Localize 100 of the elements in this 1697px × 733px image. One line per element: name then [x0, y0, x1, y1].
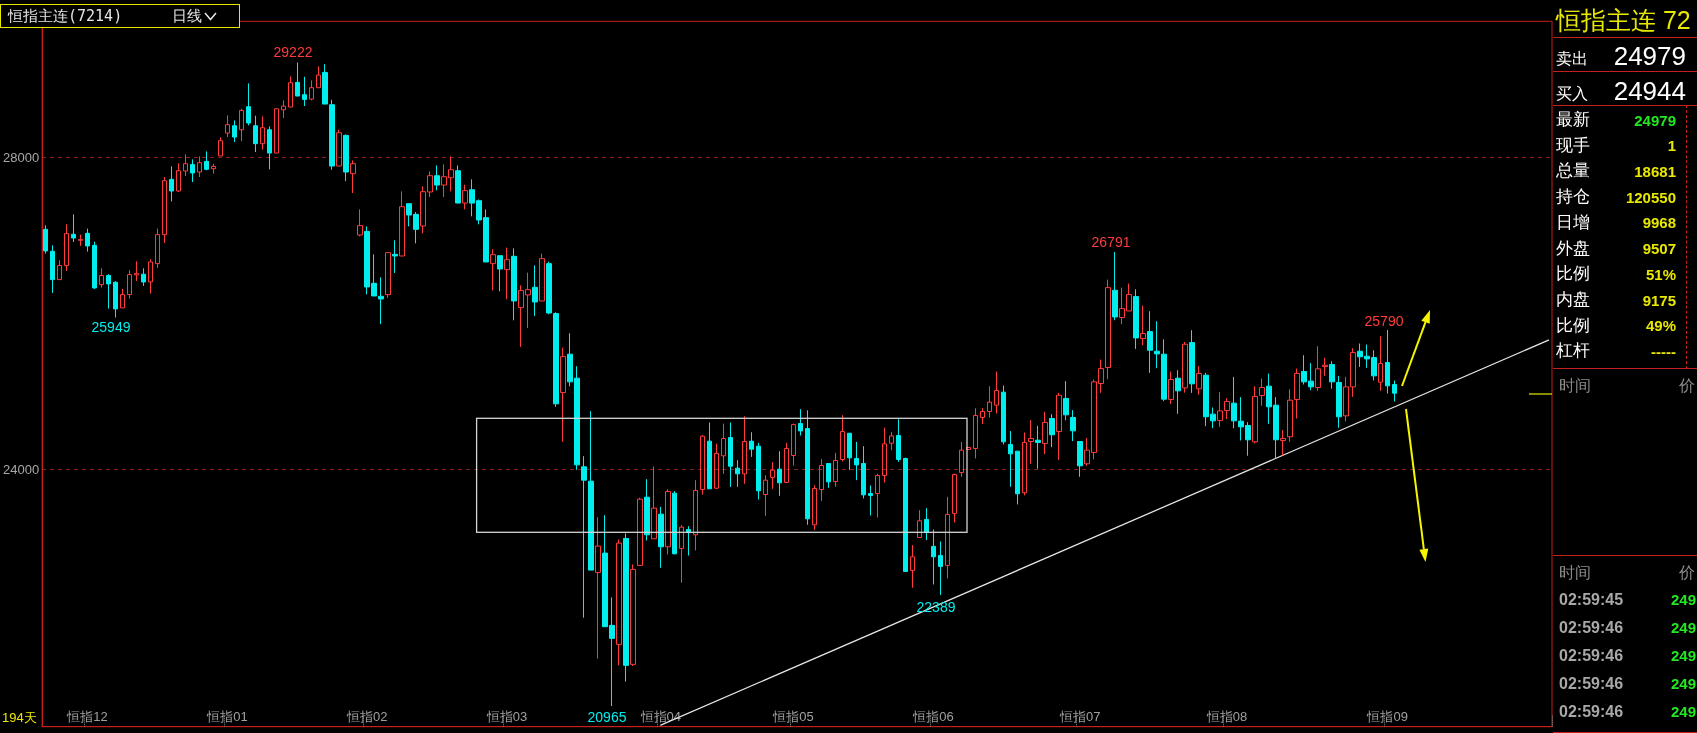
text: 51%: [1645, 265, 1676, 283]
candlestick: [959, 441, 964, 478]
text: 249: [1671, 619, 1697, 637]
text: 9507: [1642, 240, 1676, 258]
text: 1: [1667, 137, 1676, 155]
candlestick: [43, 224, 48, 255]
candlestick: [1056, 392, 1062, 461]
x-tick-label: 恒指01: [206, 708, 248, 724]
text: 9968: [1642, 214, 1676, 232]
candlestick: [1294, 368, 1300, 420]
candlestick: [1140, 305, 1146, 346]
x-tick-label: 恒指02: [345, 708, 388, 724]
candlestick: [120, 288, 125, 309]
candlestick: [1022, 431, 1027, 496]
candlestick: [1105, 279, 1111, 380]
category-label: 02:59:45: [1559, 589, 1624, 610]
candlestick: [343, 133, 349, 182]
candlestick: [1015, 450, 1020, 505]
candlestick: [875, 473, 880, 518]
candlestick: [336, 129, 342, 167]
candlestick: [281, 99, 286, 119]
candlestick: [896, 418, 901, 463]
annotation: 20965: [587, 709, 627, 725]
candlestick: [1035, 425, 1041, 470]
candlestick: [763, 474, 768, 517]
text: 9175: [1642, 291, 1676, 309]
y-tick-label: 24000: [2, 461, 40, 477]
candlestick: [64, 223, 69, 272]
candlestick: [190, 158, 195, 183]
candlestick: [623, 532, 629, 683]
x-tick-label: 恒指06: [912, 708, 954, 724]
candlestick: [141, 267, 146, 287]
y-tick-label: 28000: [2, 150, 40, 166]
candlestick: [1385, 329, 1390, 394]
candlestick: [791, 423, 796, 467]
candlestick: [861, 445, 866, 499]
annotation: 29222: [273, 44, 313, 60]
candlestick: [78, 234, 83, 247]
x-tick-label: 恒指08: [1205, 708, 1248, 724]
candlestick: [1322, 357, 1328, 377]
candlestick: [127, 269, 132, 300]
candlestick: [57, 259, 62, 281]
category-label: 现手: [1556, 134, 1590, 157]
text: 120550: [1625, 188, 1676, 206]
candlestick: [693, 479, 698, 551]
text: 24979: [1613, 40, 1686, 71]
candlestick: [931, 529, 936, 585]
candlestick: [665, 488, 671, 555]
candlestick: [99, 267, 104, 289]
candlestick: [392, 239, 398, 274]
category-label: 买入: [1556, 83, 1588, 104]
candlestick: [176, 162, 181, 193]
candlestick: [1378, 335, 1383, 392]
candlestick: [581, 455, 587, 619]
category-label: 杠杆: [1556, 340, 1590, 363]
candlestick: [532, 264, 538, 317]
candlestick: [183, 153, 188, 177]
category-label: 02:59:46: [1559, 673, 1624, 694]
candlestick: [560, 347, 566, 443]
candlestick: [211, 163, 216, 175]
text: 时间: [1559, 376, 1591, 396]
candlestick: [1049, 413, 1055, 448]
candlestick: [1392, 380, 1397, 403]
candlestick: [735, 459, 740, 488]
candlestick: [672, 490, 677, 555]
candlestick: [113, 280, 118, 319]
candlestick: [1280, 429, 1286, 456]
candlestick: [434, 164, 440, 191]
text: 18681: [1634, 162, 1676, 180]
candlestick: [92, 241, 97, 290]
text: -----: [1651, 342, 1676, 360]
text: 249: [1671, 591, 1697, 609]
category-label: 日增: [1556, 211, 1590, 234]
candlestick: [274, 108, 279, 154]
category-label: 02:59:46: [1559, 645, 1624, 666]
x-tick-label: 恒指05: [772, 708, 814, 724]
candlestick: [882, 427, 887, 483]
candlestick: [350, 159, 356, 194]
candlestick: [777, 450, 782, 497]
annotation: 25790: [1364, 313, 1404, 329]
text: 249: [1671, 647, 1697, 665]
candlestick: [155, 228, 160, 269]
candlestick: [742, 415, 747, 485]
text: 49%: [1645, 317, 1676, 335]
candlestick: [826, 462, 831, 489]
candlestick: [239, 108, 244, 142]
candlestick: [812, 484, 817, 531]
candlestick: [169, 165, 174, 202]
text: 24979: [1634, 111, 1676, 129]
candlestick: [85, 228, 90, 253]
x-tick-label: 恒指07: [1058, 708, 1101, 724]
candlestick: [917, 509, 922, 538]
x-tick-label: 恒指09: [1366, 708, 1408, 724]
candlestick: [295, 61, 300, 97]
candlestick: [945, 496, 950, 579]
category-label: 总量: [1556, 160, 1590, 183]
candlestick: [721, 423, 726, 475]
category-label: 最新: [1556, 109, 1590, 131]
candlestick: [385, 252, 391, 299]
text: 249: [1671, 703, 1697, 721]
